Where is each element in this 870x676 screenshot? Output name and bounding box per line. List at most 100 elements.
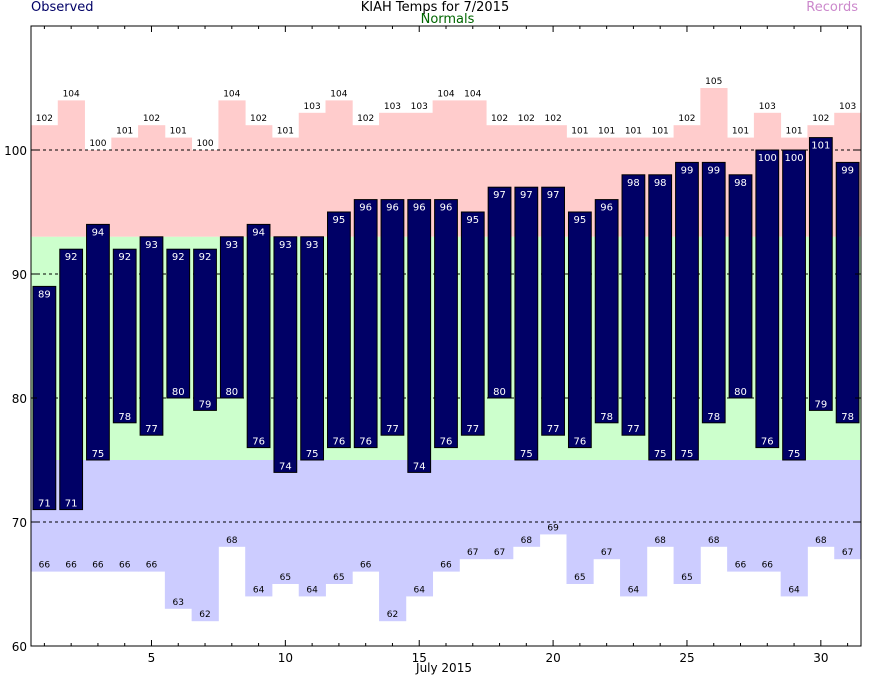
- data-labels: 89 71 102 66 92 71 104 66 94 75 100 66 92 78 101 66 93 77…: [36, 77, 856, 620]
- record-low-band: [84, 460, 112, 572]
- observed-high-label: 96: [600, 203, 613, 214]
- observed-bar: [86, 223, 110, 461]
- observed-high-label: 98: [627, 178, 640, 189]
- observed-bar: [514, 186, 539, 461]
- record-high-label: 101: [571, 127, 588, 137]
- observed-low-label: 80: [172, 387, 185, 398]
- record-low-label: 66: [119, 561, 131, 571]
- observed-high-label: 93: [279, 240, 292, 251]
- record-low-band: [486, 460, 514, 560]
- record-high-label: 102: [143, 114, 160, 124]
- observed-bar: [567, 211, 592, 449]
- record-low-band: [620, 460, 648, 597]
- x-tick-label: 20: [545, 651, 560, 665]
- observed-bar: [273, 236, 298, 473]
- observed-bar: [648, 174, 673, 461]
- record-low-label: 67: [467, 548, 478, 558]
- y-tick-label: 90: [12, 268, 27, 282]
- observed-high-label: 93: [225, 240, 238, 251]
- record-low-label: 66: [440, 561, 452, 571]
- observed-bar: [166, 248, 191, 399]
- observed-low-label: 75: [306, 449, 319, 460]
- record-low-label: 66: [360, 561, 372, 571]
- y-tick-label: 80: [12, 392, 27, 406]
- y-tick-label: 60: [12, 640, 27, 654]
- observed-high-label: 95: [466, 215, 479, 226]
- observed-bar: [835, 161, 860, 424]
- observed-bar: [487, 186, 512, 399]
- observed-low-label: 75: [654, 449, 667, 460]
- observed-bar: [300, 236, 325, 461]
- observed-high-label: 99: [681, 165, 694, 176]
- record-low-band: [780, 460, 808, 597]
- x-axis-label: July 2015: [415, 661, 472, 675]
- observed-low-label: 75: [92, 449, 105, 460]
- observed-high-label: 94: [92, 227, 105, 238]
- record-low-band: [646, 460, 674, 547]
- observed-low-label: 77: [627, 424, 640, 435]
- observed-bar: [434, 199, 458, 449]
- record-low-label: 65: [333, 573, 344, 583]
- observed-bar: [139, 236, 164, 436]
- observed-high-label: 93: [306, 240, 319, 251]
- record-high-label: 103: [384, 102, 401, 112]
- observed-high-label: 100: [758, 153, 777, 164]
- record-low-band: [352, 460, 380, 572]
- record-high-label: 105: [705, 77, 722, 87]
- observed-low-label: 76: [761, 437, 774, 448]
- observed-low-label: 80: [225, 387, 238, 398]
- record-low-band: [111, 460, 139, 572]
- observed-bar: [112, 248, 137, 424]
- record-low-label: 67: [601, 548, 612, 558]
- observed-bar: [193, 248, 217, 411]
- record-low-band: [138, 460, 166, 572]
- record-high-band: [271, 137, 300, 237]
- record-low-label: 64: [253, 585, 265, 595]
- observed-high-label: 97: [493, 190, 506, 201]
- x-tick-label: 15: [412, 651, 427, 665]
- observed-bar: [460, 211, 485, 436]
- record-high-label: 101: [652, 127, 669, 137]
- x-tick-label: 10: [278, 651, 293, 665]
- observed-low-label: 80: [493, 387, 506, 398]
- observed-low-label: 75: [520, 449, 533, 460]
- record-high-band: [138, 125, 166, 237]
- observed-low-label: 78: [118, 412, 131, 423]
- record-high-label: 104: [437, 89, 454, 99]
- record-low-label: 64: [628, 585, 640, 595]
- observed-high-label: 92: [199, 252, 212, 263]
- observed-high-label: 96: [440, 203, 453, 214]
- axis-ticks: 60 70 80 90 100 5 10 15 20 25 30: [4, 26, 861, 665]
- observed-low-label: 80: [734, 387, 747, 398]
- observed-low-label: 74: [413, 461, 426, 472]
- record-high-label: 101: [732, 127, 749, 137]
- record-high-label: 102: [545, 114, 562, 124]
- observed-high-label: 92: [172, 252, 185, 263]
- record-high-label: 101: [116, 127, 133, 137]
- record-high-label: 103: [839, 102, 856, 112]
- observed-high-label: 94: [252, 227, 265, 238]
- observed-low-label: 76: [333, 437, 346, 448]
- observed-high-label: 96: [413, 203, 426, 214]
- record-high-label: 101: [625, 127, 642, 137]
- record-high-label: 101: [170, 127, 187, 137]
- observed-bar: [219, 236, 244, 399]
- observed-high-label: 100: [785, 153, 804, 164]
- record-high-label: 100: [89, 139, 106, 149]
- observed-high-label: 89: [38, 289, 51, 300]
- record-low-band: [807, 460, 835, 547]
- observed-bar: [782, 149, 806, 461]
- observed-bar: [59, 248, 84, 511]
- observed-low-label: 78: [841, 412, 854, 423]
- record-low-label: 64: [788, 585, 800, 595]
- record-high-label: 104: [63, 89, 80, 99]
- record-low-band: [432, 460, 460, 572]
- record-high-label: 104: [223, 89, 240, 99]
- record-low-label: 66: [146, 561, 158, 571]
- observed-bar: [594, 199, 619, 424]
- record-low-band: [218, 460, 246, 547]
- record-high-label: 103: [759, 102, 776, 112]
- record-low-label: 66: [735, 561, 747, 571]
- record-high-band: [191, 150, 219, 237]
- x-tick-label: 25: [679, 651, 694, 665]
